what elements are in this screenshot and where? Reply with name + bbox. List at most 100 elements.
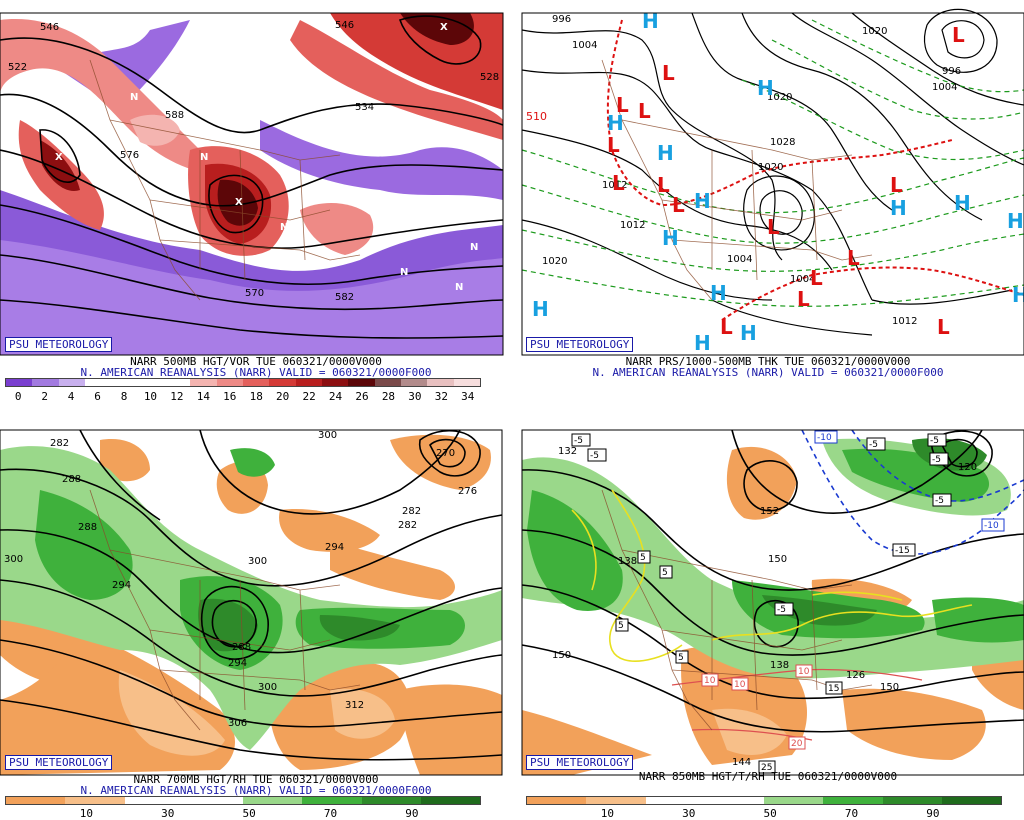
contour-label: 150 <box>880 682 899 693</box>
temp-label: -15 <box>895 546 910 556</box>
colorbar-tick-label: 10 <box>79 807 93 820</box>
isobar-label: 1028 <box>770 137 795 148</box>
high-center: H <box>694 189 711 213</box>
rh-colorbar <box>5 796 481 805</box>
colorbar-swatch <box>124 797 184 804</box>
contour-label: 150 <box>552 650 571 661</box>
moisture-boundary <box>609 489 683 662</box>
high-center: H <box>954 191 971 215</box>
colorbar-tick-label: 18 <box>249 390 263 403</box>
colorbar-swatch <box>216 379 243 386</box>
low-center: L <box>720 315 733 339</box>
colorbar-tick-label: 12 <box>170 390 184 403</box>
pressure-map: 996 1004 1020 1028 1020 1012 1004 1012 1… <box>521 8 1024 356</box>
psu-badge: PSU METEOROLOGY <box>5 755 113 770</box>
colorbar-swatch <box>321 379 349 386</box>
contour-label: 576 <box>120 150 139 161</box>
temp-label: -5 <box>930 436 939 446</box>
temp-label: 5 <box>662 568 668 578</box>
colorbar-tick-label: 22 <box>302 390 316 403</box>
high-center: H <box>607 111 624 135</box>
contour-label: 282 <box>402 506 421 517</box>
panel-500mb-vorticity: 546 576 588 570 582 534 546 528 522 N N … <box>0 0 512 409</box>
vort-min-mark: N <box>130 92 138 103</box>
temp-label: 10 <box>798 667 810 677</box>
low-center: L <box>607 133 620 157</box>
high-center: H <box>757 76 774 100</box>
isobar-label: 1012 <box>620 220 645 231</box>
colorbar-tick-label: 50 <box>242 807 256 820</box>
contour-label: 288 <box>232 642 251 653</box>
panel-850mb-temp-rh: 120 138 150 152 150 138 150 144 126 132 … <box>512 410 1024 820</box>
colorbar-swatch <box>111 379 138 386</box>
colorbar-tick-label: 10 <box>600 807 614 820</box>
colorbar-ticks: 10 30 50 70 90 <box>526 807 1002 820</box>
contour-label: 546 <box>40 22 59 33</box>
colorbar-tick-label: 32 <box>434 390 448 403</box>
high-center: H <box>1007 209 1024 233</box>
panel-caption: NARR 700MB HGT/RH TUE 060321/0000V000 <box>133 773 379 786</box>
contour-label: 294 <box>112 580 131 591</box>
isobar-label: 1004 <box>572 40 597 51</box>
temp-label: 10 <box>704 676 716 686</box>
colorbar-tick-label: 26 <box>355 390 369 403</box>
isobar-label: 1020 <box>767 92 792 103</box>
vort-max-mark: X <box>55 152 63 163</box>
colorbar-tick-label: 28 <box>381 390 396 403</box>
colorbar-swatch <box>704 797 764 804</box>
colorbar-ticks: 0 2 4 6 8 10 12 14 16 18 20 22 24 26 28 30 32 34 <box>5 390 481 403</box>
contour-label: 132 <box>558 446 577 457</box>
colorbar-tick-label: 16 <box>223 390 237 403</box>
contour-label: 534 <box>355 102 374 113</box>
contour-label: 294 <box>228 658 247 669</box>
colorbar-swatch <box>361 797 421 804</box>
colorbar-tick-label: 30 <box>161 807 175 820</box>
temp-label: 20 <box>791 739 803 749</box>
vort-min-mark: N <box>280 222 288 233</box>
colorbar-swatch <box>374 379 401 386</box>
colorbar-swatch <box>764 797 824 804</box>
colorbar-swatch <box>65 797 125 804</box>
vort-max-mark: X <box>235 197 243 208</box>
isobar-label: 996 <box>552 14 571 25</box>
colorbar-tick-label: 70 <box>844 807 859 820</box>
temp-label: 10 <box>734 680 746 690</box>
isobar-label: 1012 <box>892 316 917 327</box>
temp-label: -10 <box>984 521 999 531</box>
colorbar-swatch <box>453 379 480 386</box>
low-center: L <box>847 246 860 270</box>
temp-label: -5 <box>932 455 941 465</box>
colorbar-swatch <box>348 379 375 386</box>
colorbar-tick-label: 50 <box>763 807 777 820</box>
colorbar-swatch <box>137 379 164 386</box>
vort-min-mark: N <box>470 242 478 253</box>
low-center: L <box>810 266 823 290</box>
low-center: L <box>616 93 629 117</box>
temp-label: -5 <box>574 436 583 446</box>
colorbar-tick-label: 90 <box>926 807 940 820</box>
panel-caption-valid: N. AMERICAN REANALYSIS (NARR) VALID = 06… <box>592 366 944 379</box>
contour-label: 120 <box>958 462 977 473</box>
colorbar-tick-label: 8 <box>120 390 128 403</box>
temp-label: -5 <box>935 496 944 506</box>
contour-label: 300 <box>318 430 337 441</box>
panel-caption: NARR PRS/1000-500MB THK TUE 060321/0000V… <box>625 355 911 368</box>
isobar-label: 1020 <box>862 26 887 37</box>
low-center: L <box>797 287 810 311</box>
colorbar-tick-label: 70 <box>323 807 338 820</box>
panel-caption-valid: N. AMERICAN REANALYSIS (NARR) VALID = 06… <box>80 366 432 379</box>
low-center: L <box>657 173 670 197</box>
isobar-label: 1004 <box>727 254 752 265</box>
low-center: L <box>890 173 903 197</box>
colorbar-swatch <box>32 379 59 386</box>
contour-label: 126 <box>846 670 865 681</box>
thickness-540-line <box>606 19 953 207</box>
contour-label: 570 <box>245 288 264 299</box>
low-center: L <box>952 23 965 47</box>
colorbar-tick-label: 90 <box>405 807 419 820</box>
colorbar-swatch <box>427 379 454 386</box>
colorbar-swatch <box>823 797 883 804</box>
low-centers: L L L L L L L L L L L L L L L <box>607 23 965 339</box>
high-centers: H H H H H H H H H H H H H H <box>532 9 1024 355</box>
colorbar-swatch <box>882 797 942 804</box>
